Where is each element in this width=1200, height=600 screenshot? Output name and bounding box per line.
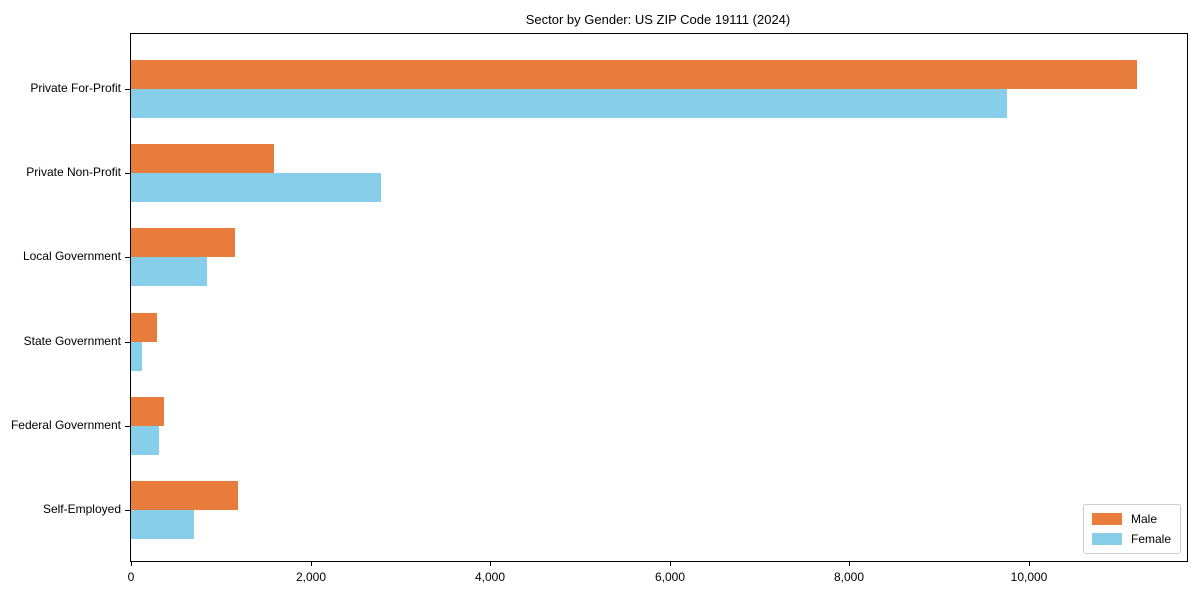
- bar-female-private-non-profit: [131, 173, 381, 202]
- y-axis-tick: [125, 89, 130, 90]
- y-axis-label: Private For-Profit: [30, 81, 121, 95]
- plot-area: Male Female Private For-Profit Private Non…: [11, 33, 1188, 584]
- bar-male-private-non-profit: [131, 144, 274, 173]
- bar-female-self-employed: [131, 510, 194, 539]
- chart-title: Sector by Gender: US ZIP Code 19111 (202…: [525, 12, 791, 27]
- y-axis-label: Private Non-Profit: [26, 165, 121, 179]
- bar-male-state-government: [131, 313, 157, 342]
- legend-entry-female: Female: [1091, 532, 1171, 546]
- bar-female-state-government: [131, 342, 142, 371]
- bar-female-federal-government: [131, 426, 159, 455]
- x-axis-label: 10,000: [1010, 570, 1048, 584]
- x-axis-tick: [311, 561, 312, 566]
- y-axis-tick: [125, 342, 130, 343]
- bar-female-local-government: [131, 257, 207, 286]
- x-axis-label: 6,000: [654, 570, 686, 584]
- legend: Male Female: [1082, 504, 1181, 554]
- legend-label-female: Female: [1130, 532, 1171, 546]
- y-axis-label: Self-Employed: [42, 502, 121, 516]
- x-axis-tick: [1029, 561, 1030, 566]
- legend-swatch-male: [1091, 513, 1122, 525]
- x-axis-label: 4,000: [474, 570, 506, 584]
- legend-entry-male: Male: [1091, 512, 1171, 526]
- bar-female-private-for-profit: [131, 89, 1007, 118]
- x-axis-label: 2,000: [295, 570, 327, 584]
- legend-swatch-female: [1091, 533, 1122, 545]
- y-axis-tick: [125, 426, 130, 427]
- bar-male-local-government: [131, 228, 235, 257]
- y-axis-tick: [125, 257, 130, 258]
- y-axis-label: Local Government: [22, 249, 121, 263]
- legend-label-male: Male: [1130, 512, 1157, 526]
- x-axis-tick: [849, 561, 850, 566]
- x-axis-tick: [670, 561, 671, 566]
- x-axis-label: 0: [127, 570, 135, 584]
- y-axis-label: Federal Government: [10, 418, 121, 432]
- bar-male-self-employed: [131, 481, 238, 510]
- y-axis-tick: [125, 510, 130, 511]
- x-axis-tick: [490, 561, 491, 566]
- x-axis-label: 8,000: [833, 570, 865, 584]
- x-axis-tick: [131, 561, 132, 566]
- y-axis-label: State Government: [23, 334, 121, 348]
- y-axis-tick: [125, 173, 130, 174]
- bar-male-private-for-profit: [131, 60, 1137, 89]
- bar-male-federal-government: [131, 397, 164, 426]
